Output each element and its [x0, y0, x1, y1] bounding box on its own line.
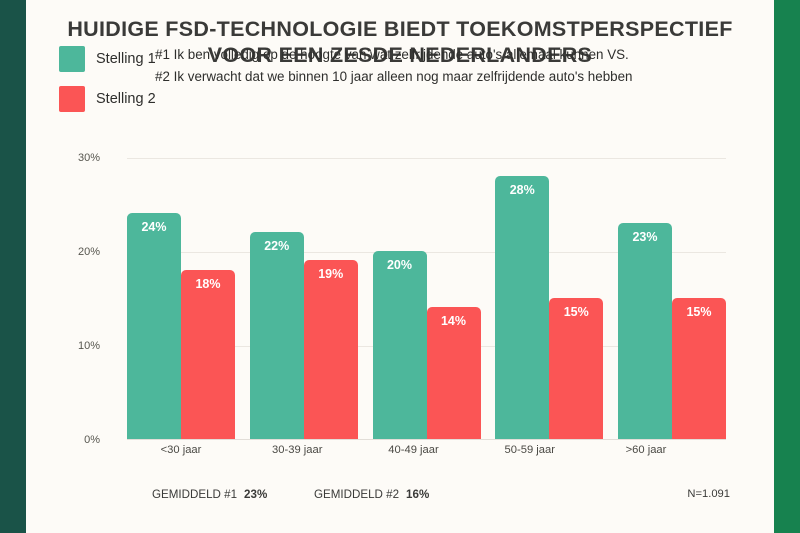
bar-stelling2-30-39[interactable]: 19%	[303, 260, 358, 439]
x-axis-categories: <30 jaar 30-39 jaar 40-49 jaar 50-59 jaa…	[127, 444, 700, 456]
bar-stelling1-40-49[interactable]: 20%	[372, 251, 427, 439]
bar-value-stelling1-50-59: 28%	[509, 182, 535, 197]
y-tick-30: 30%	[77, 152, 100, 164]
bar-group-30-39: 22% 19%	[249, 158, 358, 439]
chart-title: HUIDIGE FSD-TECHNOLOGIE BIEDT TOEKOMSTPE…	[67, 17, 733, 67]
subtitle-line-2: #2 Ik verwacht dat we binnen 10 jaar all…	[155, 69, 633, 84]
bar-value-stelling2-30-39: 19%	[318, 267, 344, 282]
y-tick-0: 0%	[84, 434, 100, 446]
bar-stelling2-50-59[interactable]: 15%	[549, 298, 604, 439]
bar-value-stelling1-lt30: 24%	[141, 220, 167, 235]
chart-subtitle: #1 Ik ben volledig op de hoogte van wat …	[155, 44, 720, 88]
bar-group-40-49: 20% 14%	[372, 158, 481, 439]
bar-group-gt60: 23% 15%	[618, 158, 726, 439]
legend-swatch-series1	[59, 46, 85, 72]
average-stelling1: GEMIDDELD #1 23%	[152, 488, 267, 501]
average-stelling2-value: 16%	[406, 488, 430, 501]
chart-footer: GEMIDDELD #1 23% GEMIDDELD #2 16% N=1.091	[26, 488, 774, 508]
y-tick-20: 20%	[77, 246, 100, 258]
bar-value-stelling2-50-59: 15%	[563, 305, 589, 319]
subtitle-line-1: #1 Ik ben volledig op de hoogte van wat …	[155, 47, 629, 62]
bar-group-50-59: 28% 15%	[495, 158, 604, 439]
gridline-20	[127, 252, 726, 253]
plot-area: 30% 20% 10% 0% 24% 18% 22%	[78, 152, 726, 446]
bar-stelling2-40-49[interactable]: 14%	[426, 307, 481, 439]
average-stelling2-label: GEMIDDELD #2	[314, 488, 400, 501]
axis-baseline	[127, 439, 726, 440]
frame-right-accent	[774, 0, 800, 533]
frame-left-accent	[0, 0, 26, 533]
x-label-lt30: <30 jaar	[160, 444, 202, 456]
x-label-40-49: 40-49 jaar	[388, 444, 439, 456]
average-stelling2: GEMIDDELD #2 16%	[314, 488, 429, 501]
legend-label-series2: Stelling 2	[96, 91, 156, 107]
average-stelling1-value: 23%	[244, 488, 268, 501]
chart-legend: Stelling 1 Stelling 2	[59, 46, 156, 126]
x-label-50-59: 50-59 jaar	[504, 444, 555, 456]
legend-swatch-series2	[59, 86, 85, 112]
sample-size: N=1.091	[687, 488, 730, 500]
bar-value-stelling1-30-39: 22%	[264, 239, 290, 254]
x-label-30-39: 30-39 jaar	[272, 444, 323, 456]
bar-stelling2-lt30[interactable]: 18%	[181, 269, 235, 439]
bar-stelling1-50-59[interactable]: 28%	[495, 175, 550, 439]
x-label-gt60: >60 jaar	[625, 444, 667, 456]
bar-value-stelling1-40-49: 20%	[386, 258, 413, 272]
legend-item-stelling-2[interactable]: Stelling 2	[59, 86, 156, 112]
bar-stelling1-lt30[interactable]: 24%	[127, 213, 181, 439]
y-tick-10: 10%	[77, 340, 100, 352]
chart-page: HUIDIGE FSD-TECHNOLOGIE BIEDT TOEKOMSTPE…	[26, 0, 774, 533]
bar-stelling1-gt60[interactable]: 23%	[618, 222, 672, 439]
bar-groups: 24% 18% 22% 19% 20%	[127, 158, 726, 439]
bar-stelling2-gt60[interactable]: 15%	[672, 298, 726, 439]
bar-value-stelling2-lt30: 18%	[195, 276, 221, 291]
bar-stelling1-30-39[interactable]: 22%	[249, 232, 304, 439]
gridline-30	[127, 158, 726, 159]
bar-value-stelling2-gt60: 15%	[686, 305, 712, 319]
legend-label-series1: Stelling 1	[96, 51, 156, 67]
bar-value-stelling1-gt60: 23%	[632, 229, 658, 244]
average-stelling1-label: GEMIDDELD #1	[152, 488, 238, 501]
bar-value-stelling2-40-49: 14%	[440, 314, 467, 329]
bar-group-lt30: 24% 18%	[127, 158, 235, 439]
legend-item-stelling-1[interactable]: Stelling 1	[59, 46, 156, 72]
